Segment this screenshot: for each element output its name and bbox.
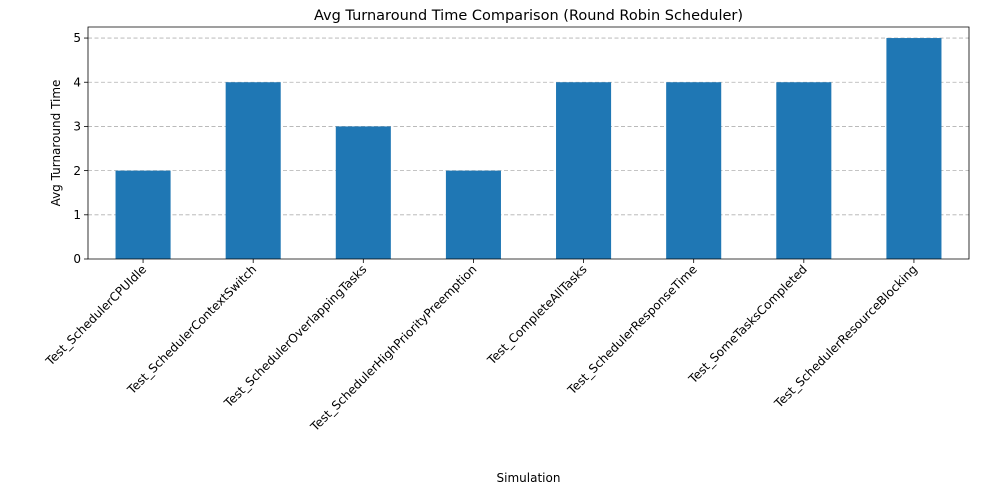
- bar: [445, 170, 501, 259]
- y-tick-label: 2: [73, 164, 81, 178]
- bar: [556, 82, 612, 259]
- bar: [666, 82, 722, 259]
- bar: [115, 170, 171, 259]
- x-tick-label: Test_SchedulerResponseTime: [564, 262, 700, 398]
- y-axis-label: Avg Turnaround Time: [49, 80, 63, 207]
- bar: [886, 38, 942, 259]
- y-tick-label: 3: [73, 120, 81, 134]
- bar: [335, 126, 391, 259]
- x-axis: Test_SchedulerCPUIdleTest_SchedulerConte…: [42, 259, 920, 435]
- y-axis: 0 1 2 3 4 5: [73, 31, 88, 266]
- chart-title: Avg Turnaround Time Comparison (Round Ro…: [314, 8, 743, 24]
- x-tick-label: Test_CompleteAllTasks: [484, 262, 590, 368]
- y-tick-label: 4: [73, 75, 81, 89]
- y-tick-label: 0: [73, 252, 81, 266]
- axes-frame: [87, 26, 970, 260]
- bar: [776, 82, 832, 259]
- x-tick-label: Test_SchedulerContextSwitch: [124, 262, 259, 397]
- x-axis-label: Simulation: [497, 471, 561, 485]
- y-tick-label: 1: [73, 208, 81, 222]
- x-tick-label: Test_SchedulerCPUIdle: [42, 262, 149, 369]
- grid-lines: [88, 37, 969, 216]
- x-tick-label: Test_SomeTasksCompleted: [685, 262, 810, 387]
- y-tick-label: 5: [73, 31, 81, 45]
- bar: [225, 82, 281, 259]
- bars: [115, 38, 942, 259]
